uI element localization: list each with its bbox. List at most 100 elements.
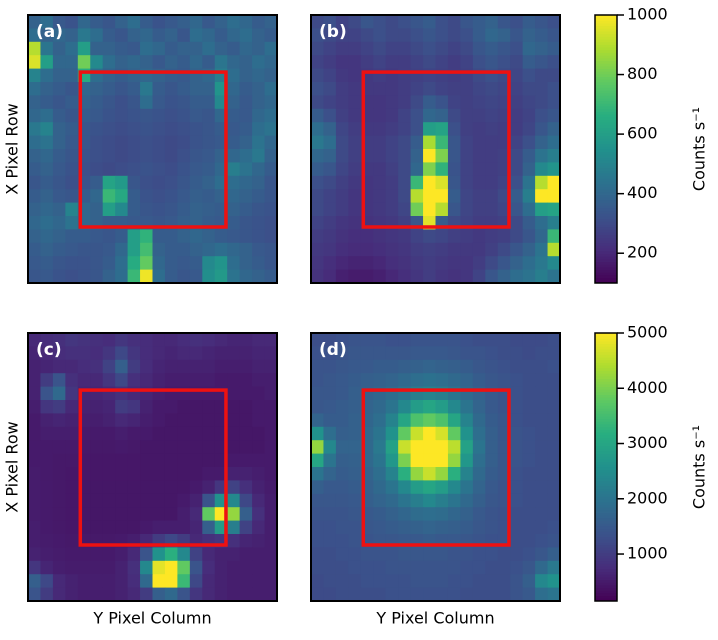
heatmap-cell xyxy=(335,216,349,230)
heatmap-cell xyxy=(252,453,266,468)
colorbar-segment xyxy=(595,92,617,96)
colorbar-segment xyxy=(595,491,617,495)
heatmap-cell xyxy=(115,333,129,347)
heatmap-cell xyxy=(447,135,461,150)
heatmap-cell xyxy=(435,400,449,414)
heatmap-cell xyxy=(398,229,412,244)
heatmap-cell xyxy=(485,587,499,602)
heatmap-cell xyxy=(189,346,203,361)
heatmap-cell xyxy=(152,269,166,284)
colorbar-segment xyxy=(595,175,617,179)
heatmap-cell xyxy=(423,373,436,388)
heatmap-cell xyxy=(460,189,474,204)
heatmap-cell xyxy=(398,82,412,96)
colorbar-segment xyxy=(595,475,617,479)
heatmap-cell xyxy=(472,426,486,441)
heatmap-cell xyxy=(102,175,116,190)
heatmap-cell xyxy=(385,202,399,217)
colorbar-segment xyxy=(595,73,617,78)
heatmap-cell xyxy=(177,520,191,535)
heatmap-cell xyxy=(360,28,374,43)
heatmap-cell xyxy=(115,95,129,110)
heatmap-cell xyxy=(435,560,449,575)
heatmap-cell xyxy=(52,373,66,388)
heatmap-cell xyxy=(227,547,241,562)
heatmap-cell xyxy=(152,493,166,508)
heatmap-cell xyxy=(177,162,191,177)
heatmap-cell xyxy=(115,520,129,535)
heatmap-cell xyxy=(423,587,436,602)
heatmap-cell xyxy=(522,493,536,508)
heatmap-cell xyxy=(28,135,41,150)
heatmap-cell xyxy=(115,229,129,244)
colorbar-segment xyxy=(595,167,617,171)
heatmap-cell xyxy=(264,574,278,589)
heatmap-cell xyxy=(485,480,499,495)
heatmap-cell xyxy=(28,507,41,522)
heatmap-cell xyxy=(52,41,66,56)
heatmap-cell xyxy=(239,413,253,428)
heatmap-cell xyxy=(264,162,278,177)
heatmap-cell xyxy=(485,574,499,589)
heatmap-cell xyxy=(497,359,511,374)
colorbar-segment xyxy=(595,79,617,83)
heatmap-cell xyxy=(385,440,399,455)
heatmap-cell xyxy=(239,95,253,110)
heatmap-cell xyxy=(485,175,499,190)
heatmap-cell xyxy=(423,507,436,522)
heatmap-cell xyxy=(460,333,474,347)
heatmap-cell xyxy=(90,55,104,70)
heatmap-cell xyxy=(423,440,436,455)
heatmap-cell xyxy=(140,135,153,150)
heatmap-cell xyxy=(535,453,549,468)
heatmap-cell xyxy=(435,520,449,535)
colorbar-segment xyxy=(595,539,617,543)
heatmap-cell xyxy=(472,95,486,110)
heatmap-cell xyxy=(410,373,424,388)
heatmap-cell xyxy=(311,175,324,190)
heatmap-cell xyxy=(164,229,178,244)
heatmap-cell xyxy=(40,493,54,508)
heatmap-cell xyxy=(227,189,241,204)
heatmap-cell xyxy=(547,560,561,575)
colorbar-segment xyxy=(595,191,617,195)
heatmap-cell xyxy=(90,256,104,271)
heatmap-cell xyxy=(323,229,337,244)
heatmap-cell xyxy=(40,413,54,428)
heatmap-cell xyxy=(65,386,79,401)
heatmap-cell xyxy=(227,202,241,217)
heatmap-cell xyxy=(485,520,499,535)
heatmap-cell xyxy=(435,189,449,204)
heatmap-cell xyxy=(227,122,241,137)
heatmap-cell xyxy=(472,587,486,602)
heatmap-cell xyxy=(177,122,191,137)
heatmap-cell xyxy=(398,108,412,123)
heatmap-cell xyxy=(140,175,153,190)
heatmap-cell xyxy=(140,359,153,374)
heatmap-cell xyxy=(252,333,266,347)
heatmap-cell xyxy=(90,189,104,204)
heatmap-cell xyxy=(177,202,191,217)
heatmap-cell xyxy=(189,229,203,244)
heatmap-cell xyxy=(522,386,536,401)
heatmap-cell xyxy=(252,68,266,83)
heatmap-cell xyxy=(52,507,66,522)
heatmap-cell xyxy=(189,162,203,177)
heatmap-cell xyxy=(497,256,511,271)
colorbar-segment xyxy=(595,280,617,284)
heatmap-cell xyxy=(423,400,436,414)
heatmap-cell xyxy=(410,28,424,43)
colorbar-segment xyxy=(595,41,617,45)
heatmap-cell xyxy=(28,453,41,468)
heatmap-cell xyxy=(65,256,79,271)
heatmap-cell xyxy=(373,359,387,374)
heatmap-cell xyxy=(102,242,116,257)
heatmap-cell xyxy=(323,346,337,361)
colorbar-segment xyxy=(595,542,617,546)
colorbar-segment xyxy=(595,450,617,454)
heatmap-cell xyxy=(140,122,153,137)
colorbar-segment xyxy=(595,453,617,457)
heatmap-cell xyxy=(423,135,436,150)
heatmap-cell xyxy=(214,256,228,271)
heatmap-cell xyxy=(410,574,424,589)
